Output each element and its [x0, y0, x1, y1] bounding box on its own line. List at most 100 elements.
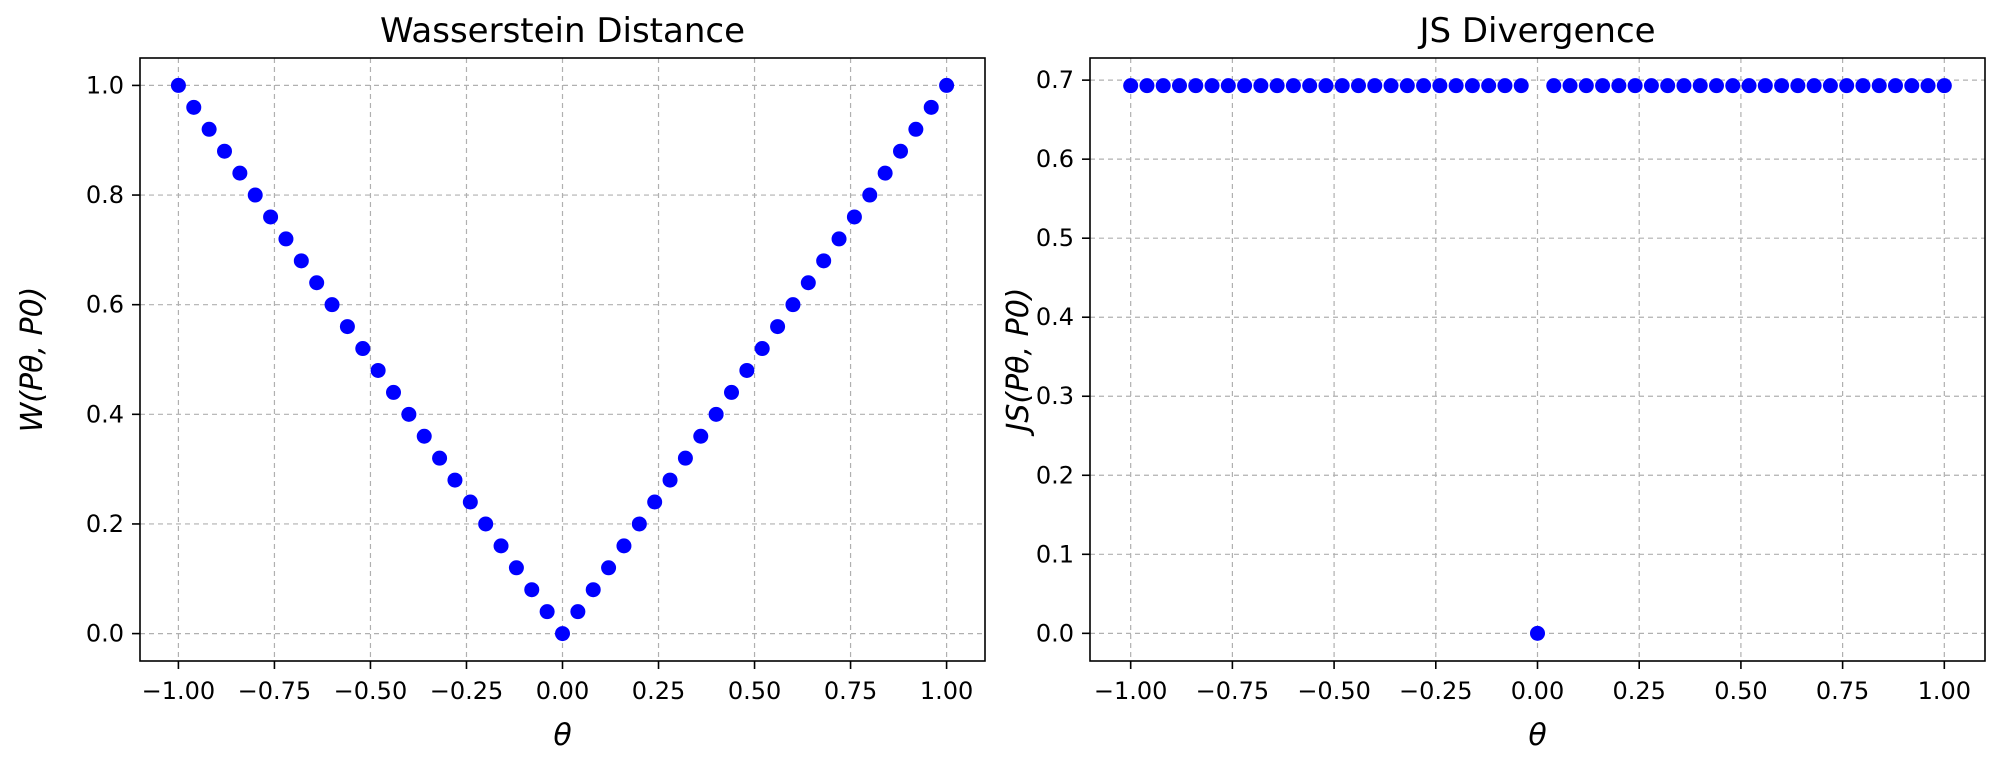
data-point [1774, 78, 1790, 94]
data-point [1741, 78, 1757, 94]
data-point [1302, 78, 1318, 94]
x-tick-label: 1.00 [920, 677, 973, 705]
y-tick-label: 0.6 [86, 291, 124, 319]
y-tick-label: 0.3 [1036, 382, 1074, 410]
x-tick-label: 1.00 [1918, 677, 1971, 705]
data-point [247, 187, 263, 203]
data-point [908, 121, 924, 137]
data-point [1871, 78, 1887, 94]
data-point [1448, 78, 1464, 94]
y-tick-label: 0.0 [1036, 619, 1074, 647]
data-point [754, 341, 770, 357]
data-point [616, 538, 632, 554]
data-point [339, 319, 355, 335]
x-tick-label: −0.75 [1196, 677, 1270, 705]
data-point [432, 450, 448, 466]
data-point [555, 626, 570, 642]
y-tick-label: 0.2 [86, 510, 124, 538]
data-point [1172, 78, 1187, 94]
data-point [447, 472, 463, 488]
data-point [1595, 78, 1611, 94]
data-point [1676, 78, 1692, 94]
data-point [309, 275, 325, 291]
data-point [508, 560, 524, 576]
data-point [1806, 78, 1822, 94]
data-point [1481, 78, 1497, 94]
data-point [217, 143, 232, 159]
y-tick-label: 0.8 [86, 181, 124, 209]
data-point [1383, 78, 1399, 94]
data-point [1318, 78, 1334, 94]
x-tick-label: 0.50 [728, 677, 781, 705]
data-point [1757, 78, 1773, 94]
data-point [1334, 78, 1350, 94]
data-point [693, 428, 709, 444]
data-point [1237, 78, 1253, 94]
data-point [1839, 78, 1855, 94]
data-point [1611, 78, 1627, 94]
x-tick-label: 0.00 [536, 677, 589, 705]
data-point [324, 297, 340, 313]
data-point [462, 494, 478, 510]
x-tick-label: −0.75 [238, 677, 312, 705]
data-point [293, 253, 309, 269]
data-point [401, 406, 417, 422]
data-point [893, 143, 908, 159]
data-point [1855, 78, 1871, 94]
data-point [570, 604, 586, 620]
y-tick-label: 0.0 [86, 620, 124, 648]
data-point [1790, 78, 1806, 94]
data-point [1188, 78, 1204, 94]
data-point [1546, 78, 1562, 94]
data-point [524, 582, 540, 598]
data-point [1578, 78, 1594, 94]
data-point [785, 297, 801, 313]
x-tick-label: −0.25 [430, 677, 504, 705]
data-point [186, 99, 202, 115]
data-point [846, 209, 862, 225]
x-tick-label: −1.00 [142, 677, 216, 705]
data-point [739, 362, 755, 378]
data-point [1123, 78, 1139, 94]
data-point [1464, 78, 1480, 94]
data-point [493, 538, 509, 554]
data-point [1936, 78, 1952, 94]
data-point [170, 77, 186, 93]
data-point [1204, 78, 1220, 94]
x-tick-label: 0.75 [1816, 677, 1869, 705]
y-tick-label: 0.4 [86, 400, 124, 428]
data-point [232, 165, 248, 181]
wasserstein-distance-panel: −1.00 −0.75 −0.50 −0.25 0.00 0.25 0.50 0.75 1.00… [15, 11, 986, 753]
data-point [416, 428, 432, 444]
data-point [770, 319, 786, 335]
data-point [263, 209, 279, 225]
data-point [816, 253, 832, 269]
data-point [1709, 78, 1724, 94]
data-point [1562, 78, 1578, 94]
y-tick-label: 0.5 [1036, 224, 1074, 252]
data-point [1269, 78, 1285, 94]
data-point [1660, 78, 1676, 94]
x-axis-label: θ [553, 718, 571, 753]
y-tick-label: 0.1 [1036, 540, 1074, 568]
data-point [1399, 78, 1415, 94]
data-point [1253, 78, 1269, 94]
data-point [1351, 78, 1366, 94]
data-point [631, 516, 647, 532]
data-point [1888, 78, 1903, 94]
data-point [939, 77, 955, 93]
x-axis-label: θ [1528, 718, 1546, 753]
data-point [1692, 78, 1708, 94]
data-point [355, 341, 371, 357]
data-point [601, 560, 617, 576]
data-point [862, 187, 878, 203]
data-point [831, 231, 847, 247]
y-tick-label: 0.7 [1036, 66, 1074, 94]
data-point [370, 362, 386, 378]
x-tick-label: −1.00 [1094, 677, 1168, 705]
y-tick-label: 0.2 [1036, 461, 1074, 489]
x-tick-label: 0.00 [1511, 677, 1564, 705]
js-divergence-panel: −1.00 −0.75 −0.50 −0.25 0.00 0.25 0.50 0.75 1.00… [1001, 11, 1986, 753]
data-point [1627, 78, 1643, 94]
